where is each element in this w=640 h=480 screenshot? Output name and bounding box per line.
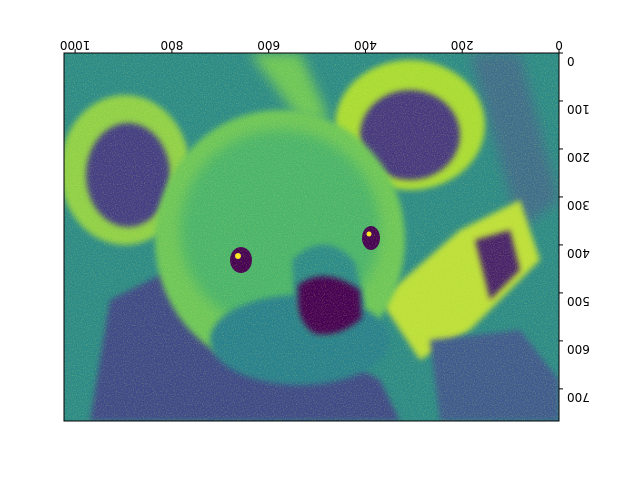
- y-tick-label: 300: [567, 198, 590, 212]
- x-tick-label: 800: [160, 38, 183, 52]
- y-tick-label: 700: [567, 390, 590, 404]
- x-tick-label: 0: [555, 38, 563, 52]
- axes-frame: [63, 52, 560, 422]
- x-tick-label: 600: [257, 38, 280, 52]
- x-tick-label: 200: [451, 38, 474, 52]
- y-tick-label: 0: [567, 54, 575, 68]
- y-tick-label: 500: [567, 294, 590, 308]
- y-tick-label: 600: [567, 342, 590, 356]
- y-tick-label: 200: [567, 150, 590, 164]
- heatmap-image: [64, 53, 559, 421]
- y-axis-right: 0 100 200 300 400 500 600 700: [559, 52, 590, 404]
- x-tick-label: 400: [354, 38, 377, 52]
- y-tick-label: 400: [567, 246, 590, 260]
- x-axis-top: 0 200 400 600 800 1000: [60, 38, 563, 53]
- y-tick-label: 100: [567, 102, 590, 116]
- x-tick-label: 1000: [60, 38, 91, 52]
